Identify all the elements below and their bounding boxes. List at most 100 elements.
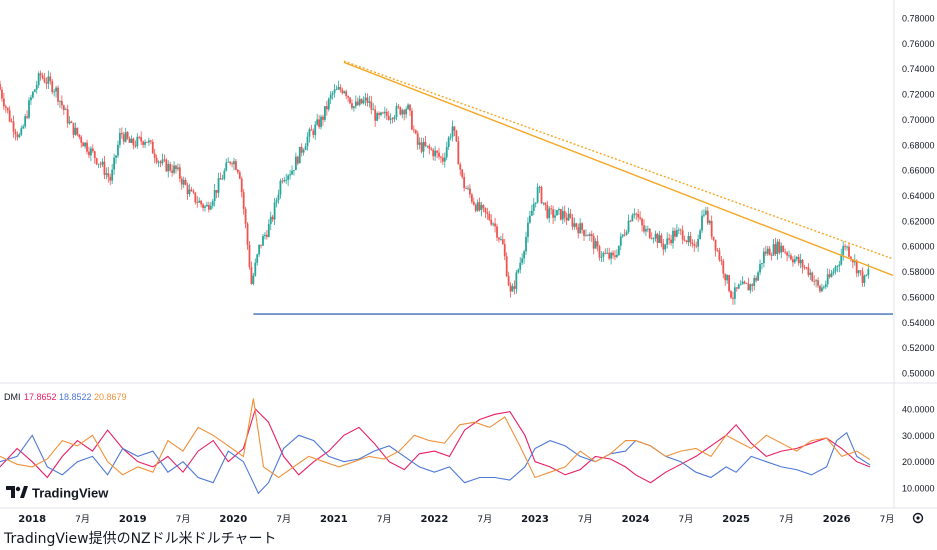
price-axis-tick-label: 0.78000 xyxy=(902,14,935,24)
candle-body xyxy=(296,156,299,164)
candle-body xyxy=(134,145,137,147)
candle-body xyxy=(95,158,98,165)
candle xyxy=(252,272,255,286)
candle xyxy=(275,197,278,208)
candle-body xyxy=(103,161,106,175)
candle-body xyxy=(790,255,792,260)
gear-icon xyxy=(912,512,924,524)
candle-body xyxy=(596,241,599,247)
candle xyxy=(786,250,788,262)
candle-body xyxy=(80,137,83,143)
candle xyxy=(447,136,450,150)
candle-body xyxy=(463,176,466,188)
candle-body xyxy=(472,201,475,205)
candle-body xyxy=(629,220,632,222)
candle-body xyxy=(608,252,611,259)
candle-body xyxy=(633,213,636,216)
candle xyxy=(784,248,787,255)
candle xyxy=(530,204,533,216)
candle xyxy=(436,149,438,159)
candle-body xyxy=(770,255,773,257)
candle xyxy=(146,141,148,143)
candle xyxy=(617,245,620,257)
candle xyxy=(405,106,408,119)
candle-body xyxy=(109,176,112,181)
candle xyxy=(389,113,392,124)
candle xyxy=(724,273,727,286)
candle xyxy=(26,110,28,120)
candle-body xyxy=(445,147,448,158)
candle-body xyxy=(764,251,767,254)
dmi-indicator-label: DMI xyxy=(4,392,21,402)
candle xyxy=(169,161,172,173)
candle xyxy=(409,104,411,116)
candle-body xyxy=(830,273,833,277)
candle xyxy=(815,278,818,288)
candle-body xyxy=(165,159,168,172)
candle-body xyxy=(670,239,672,244)
candle-body xyxy=(231,163,233,165)
candle xyxy=(811,271,814,282)
candle xyxy=(714,239,717,257)
candle-body xyxy=(265,234,268,237)
candle-body xyxy=(374,109,377,121)
candle-body xyxy=(275,200,278,203)
candle-body xyxy=(124,132,127,142)
candle-body xyxy=(39,73,42,76)
candle xyxy=(393,114,396,122)
candle-body xyxy=(186,184,189,195)
candle xyxy=(105,167,108,180)
candle xyxy=(55,85,57,98)
candle xyxy=(18,132,21,139)
candle xyxy=(314,120,317,140)
candle-body xyxy=(834,266,837,272)
candle-body xyxy=(10,121,13,123)
candle xyxy=(801,258,804,274)
candle xyxy=(465,186,467,189)
candle-body xyxy=(287,175,290,180)
candle xyxy=(209,201,212,211)
candle xyxy=(772,239,775,257)
candle-body xyxy=(204,206,206,208)
candle xyxy=(720,256,723,266)
candle xyxy=(119,128,121,148)
candle xyxy=(327,97,330,112)
candle-body xyxy=(256,254,259,263)
candle-body xyxy=(407,104,409,110)
candle-body xyxy=(559,208,562,220)
candle xyxy=(374,105,377,127)
candle xyxy=(250,261,253,285)
candle-body xyxy=(525,236,527,252)
price-axis-tick-label: 0.54000 xyxy=(902,318,935,328)
candle-body xyxy=(418,142,421,145)
tradingview-wordmark: TradingView xyxy=(32,486,109,501)
candle xyxy=(403,108,406,121)
candle xyxy=(265,229,268,240)
candle-body xyxy=(542,202,545,204)
candle xyxy=(12,115,15,138)
candle-body xyxy=(341,90,344,94)
candle xyxy=(540,185,543,205)
candle-body xyxy=(588,234,591,236)
candle-body xyxy=(302,149,305,153)
candle-body xyxy=(385,111,388,116)
time-axis-tick-label: 2019 xyxy=(119,514,147,525)
candle xyxy=(175,164,177,174)
candle xyxy=(341,87,344,95)
candle-body xyxy=(575,223,578,228)
candle-body xyxy=(320,116,322,128)
candle-body xyxy=(443,157,446,162)
candle xyxy=(353,105,355,112)
candle-body xyxy=(294,156,297,171)
candle xyxy=(722,258,725,279)
candle xyxy=(68,116,71,125)
candle xyxy=(600,251,603,263)
candle xyxy=(693,239,696,252)
candle xyxy=(289,169,291,180)
candle xyxy=(196,196,199,208)
candle-body xyxy=(246,223,249,245)
candle-body xyxy=(583,230,585,236)
candle-body xyxy=(120,133,123,135)
candle xyxy=(426,145,429,149)
